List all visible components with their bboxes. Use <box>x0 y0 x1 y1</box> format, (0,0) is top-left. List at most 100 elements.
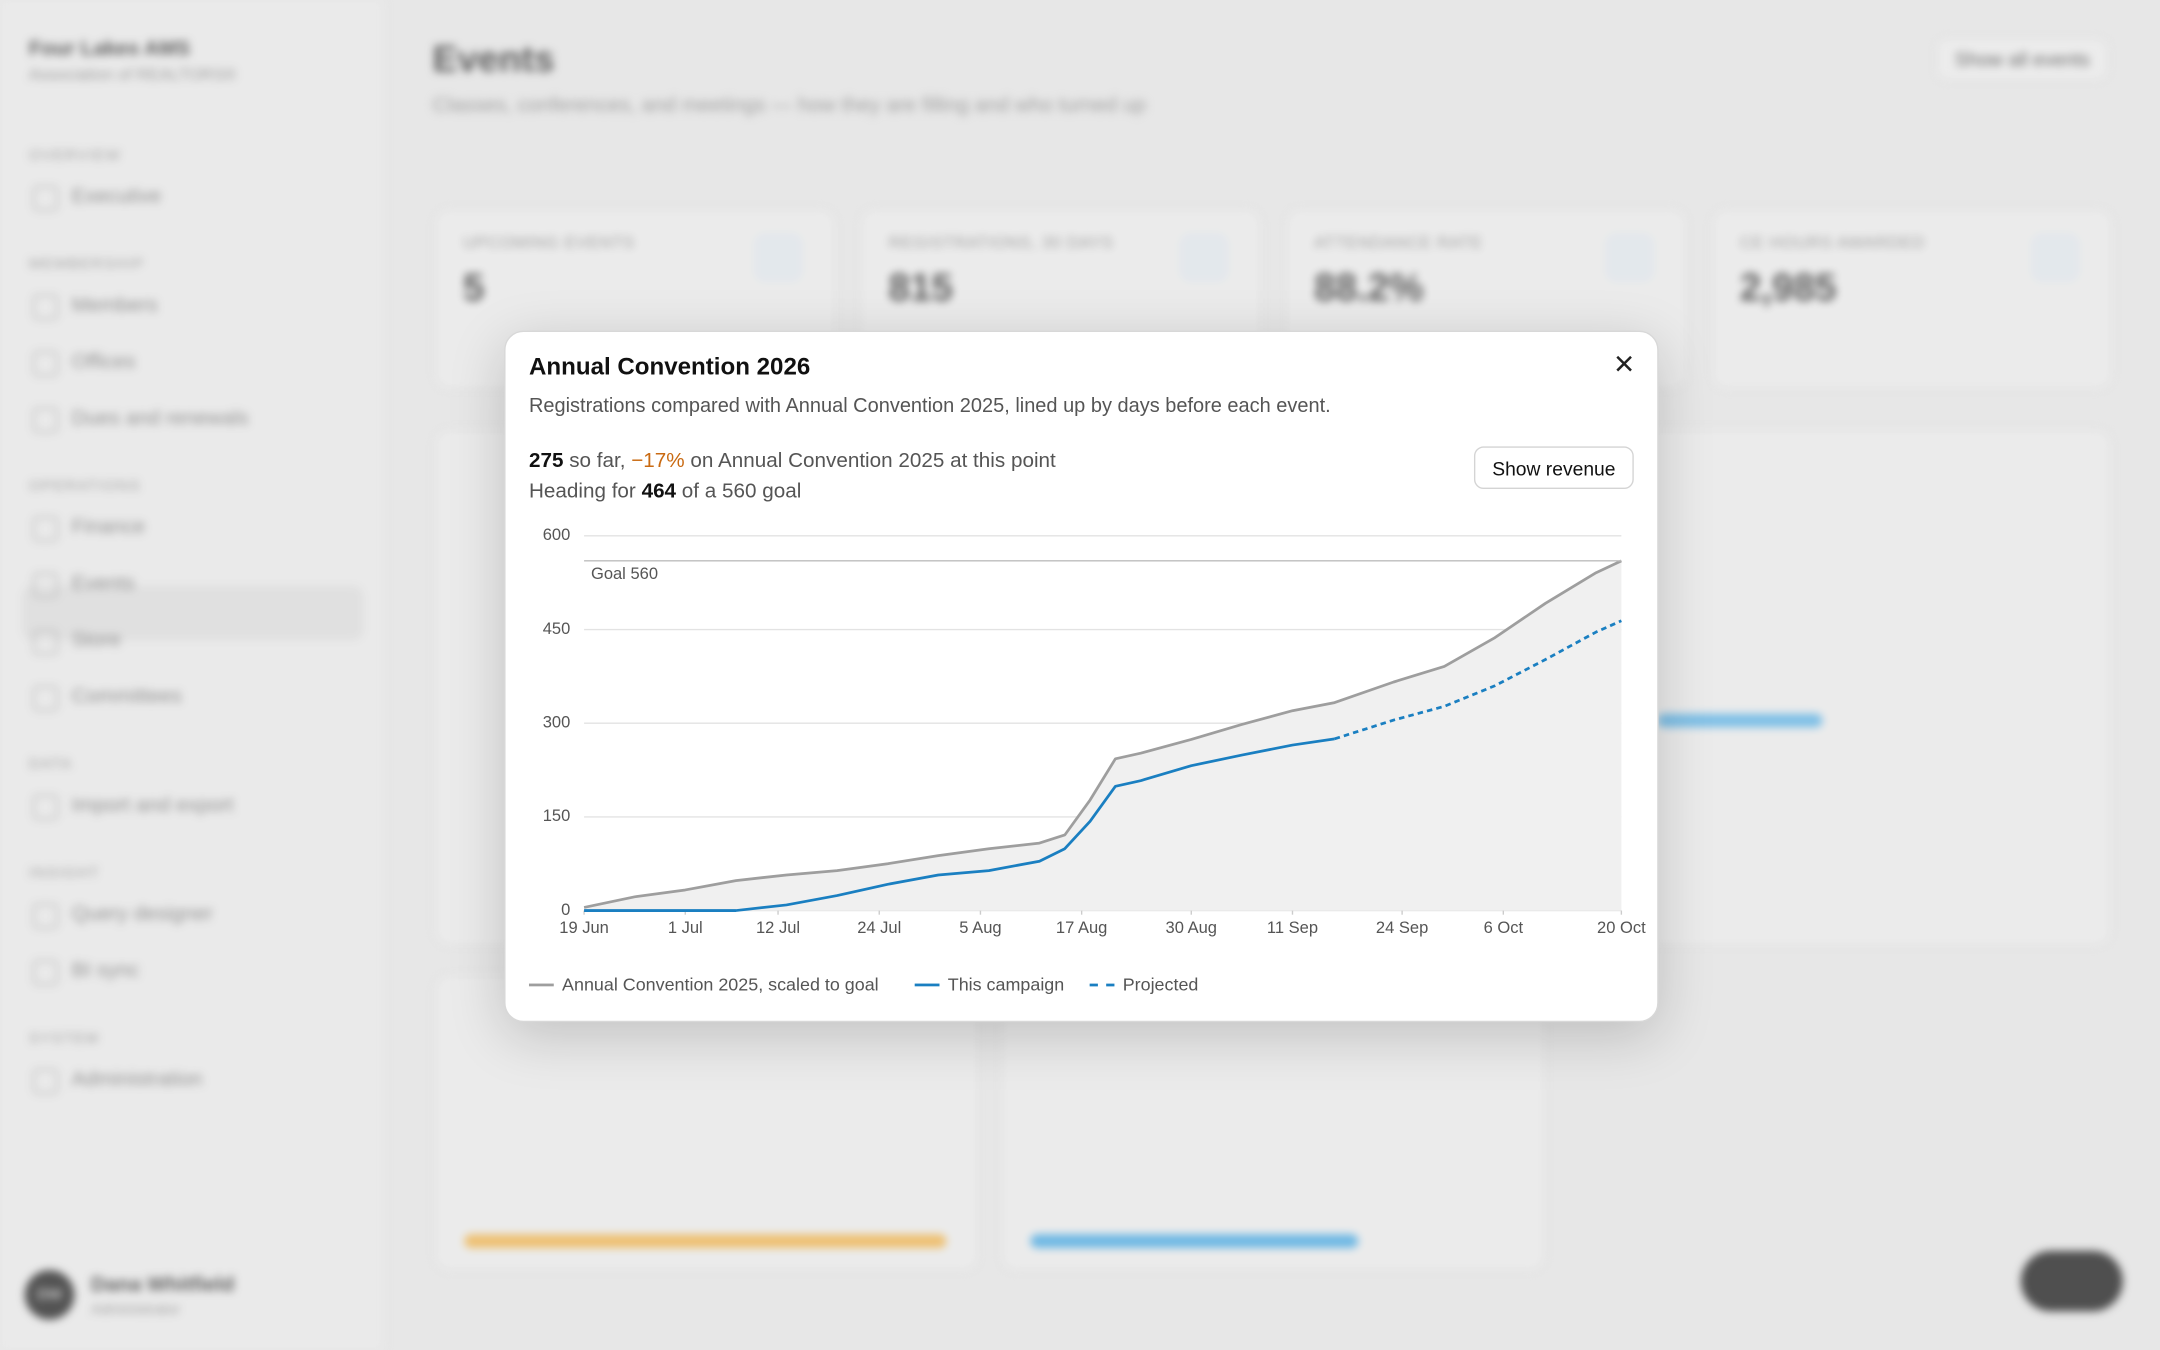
series-line <box>583 559 1622 909</box>
progress <box>1030 1234 1359 1249</box>
nav-icon <box>33 573 58 598</box>
text: on Annual Convention 2025 at this point <box>690 449 1056 473</box>
nav-item[interactable]: Offices <box>71 349 136 374</box>
nav-section: OPERATIONS <box>28 478 141 495</box>
close-icon <box>1616 355 1632 372</box>
x-tick-label: 5 Aug <box>959 918 1001 937</box>
y-tick-label: 0 <box>561 900 570 919</box>
legend-swatch <box>1089 983 1115 987</box>
event-card <box>435 975 979 1271</box>
summary-line: 275 so far, −17% on Annual Convention 20… <box>529 449 1056 472</box>
show-revenue-button[interactable]: Show revenue <box>1473 446 1634 490</box>
modal-title: Annual Convention 2026 <box>528 352 811 381</box>
series-line <box>584 737 1335 912</box>
legend-label: Annual Convention 2025, scaled to goal <box>562 973 879 995</box>
user-role: Administrator <box>90 1301 181 1319</box>
nav-icon <box>33 686 58 711</box>
stat-icon <box>1604 232 1655 283</box>
nav-icon <box>33 794 58 820</box>
close-button[interactable] <box>1610 350 1638 378</box>
stat-icon <box>2030 232 2081 283</box>
stat-card: CE HOURS AWARDED 2,985 <box>1712 209 2112 389</box>
nav-icon <box>33 516 58 542</box>
active-item-bg <box>22 585 364 641</box>
stat-icon <box>1179 232 1229 283</box>
stat-label: UPCOMING EVENTS <box>462 232 635 253</box>
nav-icon <box>33 407 58 433</box>
nav-icon <box>33 629 58 655</box>
sidebar: Four Lakes AMS Association of REALTORS® … <box>0 0 386 1350</box>
nav-section: INSIGHT <box>28 865 101 882</box>
stat-value: 88.2% <box>1314 265 1424 309</box>
progress <box>1657 713 1823 728</box>
nav-item[interactable]: Query designer <box>71 902 213 926</box>
stat-value: 2,985 <box>1739 265 1837 309</box>
nav-section: MEMBERSHIP <box>28 256 145 273</box>
nav-icon <box>33 960 58 985</box>
stat-label: ATTENDANCE RATE <box>1314 232 1483 253</box>
progress <box>464 1234 947 1249</box>
nav-icon <box>33 903 58 929</box>
nav-item[interactable]: Import and export <box>71 793 234 817</box>
nav-icon <box>33 1068 58 1094</box>
nav-item[interactable]: Executive <box>71 184 162 209</box>
nav-item[interactable]: Dues and renewals <box>71 406 249 430</box>
user-name: Dana Whitfield <box>90 1272 235 1297</box>
y-tick-label: 150 <box>543 806 571 825</box>
x-tick-label: 24 Sep <box>1376 918 1428 937</box>
x-tick-label: 6 Oct <box>1484 918 1524 937</box>
x-tick-label: 30 Aug <box>1166 918 1217 937</box>
x-tick-label: 24 Jul <box>857 918 901 937</box>
legend-swatch <box>914 983 940 987</box>
avatar[interactable]: DW <box>24 1270 75 1320</box>
y-tick-label: 300 <box>543 713 571 732</box>
change: −17% <box>631 449 685 473</box>
nav-icon <box>33 351 58 377</box>
goal-label: Goal 560 <box>591 564 658 583</box>
x-tick-label: 1 Jul <box>668 918 703 937</box>
text: so far, <box>569 449 626 473</box>
nav-section: DATA <box>28 756 73 773</box>
x-tick-label: 12 Jul <box>756 918 800 937</box>
nav-item[interactable]: Committees <box>71 684 182 709</box>
nav-item[interactable]: BI sync <box>71 958 140 983</box>
nav-section: OVERVIEW <box>28 147 122 164</box>
nav-item[interactable]: Members <box>71 293 158 317</box>
legend-swatch <box>528 983 554 987</box>
event-card <box>1614 429 2111 945</box>
assistant-button[interactable] <box>2020 1250 2123 1312</box>
org-sub: Association of REALTORS® <box>28 64 237 85</box>
y-tick-label: 600 <box>543 525 571 544</box>
count: 275 <box>528 449 564 473</box>
legend-label: This campaign <box>947 973 1065 995</box>
x-tick-label: 17 Aug <box>1056 918 1107 937</box>
page-subtitle: Classes, conferences, and meetings — how… <box>432 93 1146 118</box>
stat-icon <box>753 232 804 283</box>
event-card <box>1001 975 1545 1271</box>
stat-label: REGISTRATIONS, 30 DAYS <box>888 232 1114 253</box>
area <box>584 560 1622 911</box>
nav-icon <box>33 185 58 211</box>
chart: 0 150 300 450 600 19 Jun 1 Jul 12 Jul 24 Jul 5 Au… <box>543 525 1646 937</box>
legend-label: Projected <box>1122 973 1199 995</box>
x-tick-label: 11 Sep <box>1267 918 1318 937</box>
nav-item[interactable]: Store <box>71 628 122 652</box>
modal: 0 150 300 450 600 19 Jun 1 Jul 12 Jul 24 Jul 5 Au… <box>504 330 1659 1023</box>
nav-item[interactable]: Administration <box>71 1067 203 1092</box>
x-tick-label: 19 Jun <box>559 918 609 937</box>
text: Heading for <box>528 479 636 503</box>
show-all-button[interactable]: Show all events <box>1936 38 2108 80</box>
modal-subtitle: Registrations compared with Annual Conve… <box>528 395 1331 418</box>
stat-label: CE HOURS AWARDED <box>1739 232 1926 253</box>
nav-item[interactable]: Events <box>71 571 135 596</box>
stat-value: 5 <box>462 265 485 309</box>
nav-item[interactable]: Finance <box>71 515 146 539</box>
page-title: Events <box>432 38 555 80</box>
summary-line: Heading for 464 of a 560 goal <box>529 479 801 502</box>
stat-value: 815 <box>888 265 953 309</box>
nav-icon <box>33 294 58 320</box>
x-tick-label: 20 Oct <box>1597 918 1646 937</box>
y-tick-label: 450 <box>543 619 571 638</box>
